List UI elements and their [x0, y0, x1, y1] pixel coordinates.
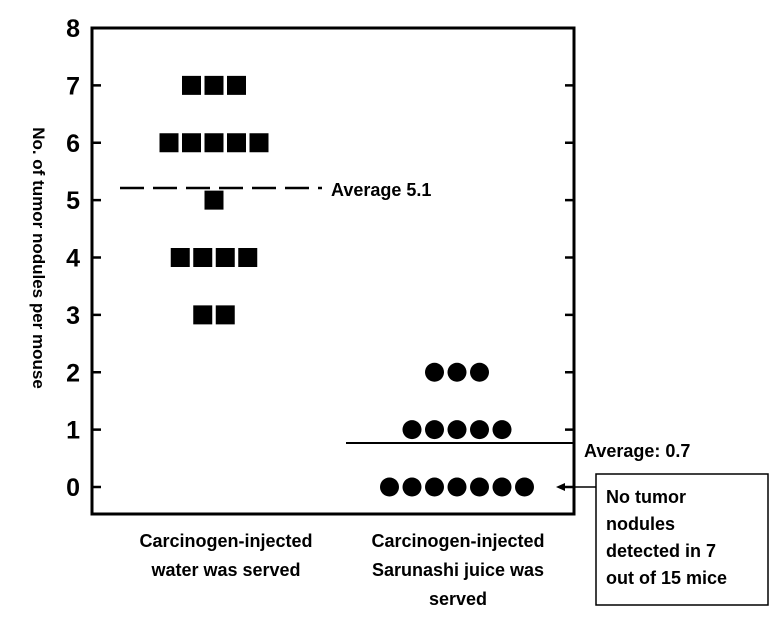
average-lines: Average 5.1 Average: 0.7	[120, 180, 690, 461]
annotation-arrowhead	[556, 483, 565, 491]
y-axis: 0 1 2 3 4 5 6 7 8	[66, 15, 574, 502]
square-marker	[193, 305, 213, 325]
circle-marker	[470, 477, 489, 497]
y-tick-label: 3	[66, 302, 80, 330]
annotation-text-line: detected in 7	[606, 541, 716, 561]
y-tick-label: 1	[66, 417, 80, 445]
square-marker	[182, 75, 201, 95]
circle-marker	[380, 477, 399, 497]
circle-marker	[447, 477, 467, 497]
square-marker	[182, 133, 201, 153]
circle-marker	[402, 420, 422, 440]
annotation-text-line: nodules	[606, 514, 675, 534]
circle-marker	[447, 362, 467, 382]
y-tick-label: 6	[66, 130, 80, 158]
square-marker	[204, 133, 224, 153]
circle-marker	[425, 420, 444, 440]
y-tick-label: 7	[66, 72, 80, 100]
data-marks	[159, 75, 534, 497]
y-tick-label: 4	[66, 245, 80, 273]
circle-marker	[515, 477, 534, 497]
square-marker	[193, 248, 213, 267]
square-marker	[227, 75, 246, 95]
annotation-text-line: No tumor	[606, 487, 686, 507]
annotation: No tumor nodules detected in 7 out of 15 mi…	[556, 473, 769, 606]
y-axis-label: No. of tumor nodules per mouse	[29, 127, 48, 389]
square-marker	[170, 248, 190, 267]
average-label-juice: Average: 0.7	[584, 441, 690, 461]
x-axis-labels: Carcinogen-injected water was served Carci…	[139, 531, 544, 609]
circle-marker	[402, 477, 422, 497]
square-marker	[215, 248, 235, 267]
square-marker	[238, 248, 258, 267]
circle-marker	[470, 362, 489, 382]
square-marker	[204, 75, 224, 95]
square-marker	[227, 133, 246, 153]
y-tick-label: 2	[66, 359, 80, 387]
circle-marker	[470, 420, 489, 440]
square-marker	[249, 133, 269, 153]
square-marker	[215, 305, 235, 325]
square-marker	[204, 190, 224, 210]
x-group-label-line: served	[429, 589, 487, 609]
circle-marker	[425, 477, 444, 497]
circle-marker	[492, 477, 512, 497]
annotation-text-line: out of 15 mice	[606, 568, 727, 588]
y-tick-label: 5	[66, 187, 80, 215]
annotation-box	[595, 473, 769, 606]
y-tick-label: 0	[66, 474, 80, 502]
y-tick-label: 8	[66, 15, 80, 43]
average-label-water: Average 5.1	[331, 180, 431, 200]
circle-marker	[425, 362, 444, 382]
circle-marker	[492, 420, 512, 440]
square-marker	[159, 133, 179, 153]
plot-frame	[90, 26, 576, 516]
x-group-label-line: Carcinogen-injected	[371, 531, 544, 551]
x-group-label-line: water was served	[150, 560, 300, 580]
x-group-label-line: Carcinogen-injected	[139, 531, 312, 551]
x-group-label-line: Sarunashi juice was	[372, 560, 544, 580]
circle-marker	[447, 420, 467, 440]
